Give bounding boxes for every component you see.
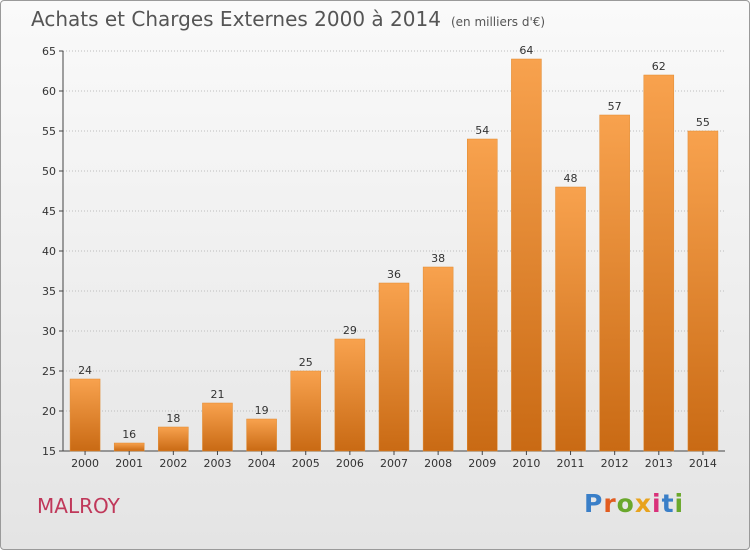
bar	[113, 442, 145, 452]
logo-letter: i	[652, 489, 662, 518]
x-tick-label: 2004	[248, 457, 276, 470]
y-tick-label: 25	[42, 365, 56, 378]
y-tick-label: 20	[42, 405, 56, 418]
x-tick-label: 2014	[689, 457, 717, 470]
bar-value-label: 62	[652, 60, 666, 73]
x-tick-label: 2003	[203, 457, 231, 470]
y-tick-label: 40	[42, 245, 56, 258]
y-tick-label: 30	[42, 325, 56, 338]
x-tick-label: 2000	[71, 457, 99, 470]
x-tick-label: 2013	[645, 457, 673, 470]
x-tick-label: 2001	[115, 457, 143, 470]
bar-value-label: 64	[519, 44, 533, 57]
chart-unit-label: (en milliers d'€)	[450, 15, 546, 29]
x-tick-label: 2005	[292, 457, 320, 470]
bar-value-label: 55	[696, 116, 710, 129]
logo-letter: t	[661, 489, 675, 518]
logo-letter: o	[616, 489, 635, 518]
x-tick-label: 2009	[468, 457, 496, 470]
y-tick-label: 35	[42, 285, 56, 298]
logo-letter: i	[674, 489, 685, 518]
bar-value-label: 25	[299, 356, 313, 369]
bar-value-label: 48	[564, 172, 578, 185]
x-tick-label: 2006	[336, 457, 364, 470]
logo-letter: r	[603, 489, 617, 518]
bar	[69, 378, 101, 452]
chart-title-text: Achats et Charges Externes 2000 à 2014	[31, 7, 441, 31]
bar-value-label: 57	[608, 100, 622, 113]
proxiti-logo[interactable]: Proxiti	[584, 489, 684, 518]
bar-value-label: 24	[78, 364, 92, 377]
bar-value-label: 54	[475, 124, 489, 137]
y-tick-label: 45	[42, 205, 56, 218]
bar-value-label: 21	[210, 388, 224, 401]
bar	[511, 58, 542, 452]
bar-value-label: 29	[343, 324, 357, 337]
bar-value-label: 16	[122, 428, 136, 441]
x-tick-label: 2010	[512, 457, 540, 470]
x-tick-label: 2002	[159, 457, 187, 470]
bar	[422, 266, 454, 452]
bar	[555, 186, 586, 452]
y-tick-label: 50	[42, 165, 56, 178]
bar	[687, 130, 719, 452]
x-tick-label: 2012	[601, 457, 629, 470]
bar	[290, 370, 321, 452]
bar	[599, 114, 630, 452]
bar	[202, 402, 233, 452]
bar	[378, 282, 410, 452]
bar-value-label: 38	[431, 252, 445, 265]
y-tick-label: 15	[42, 445, 56, 458]
y-tick-label: 65	[42, 45, 56, 58]
bar	[467, 138, 498, 452]
bar	[246, 418, 277, 452]
x-tick-label: 2007	[380, 457, 408, 470]
logo-letter: P	[584, 489, 604, 518]
bar	[643, 74, 675, 452]
logo-letter: x	[634, 489, 652, 518]
y-tick-label: 55	[42, 125, 56, 138]
x-tick-label: 2008	[424, 457, 452, 470]
bar-value-label: 36	[387, 268, 401, 281]
x-tick-label: 2011	[557, 457, 585, 470]
bar	[158, 426, 189, 452]
bar-value-label: 18	[166, 412, 180, 425]
commune-name: MALROY	[37, 494, 120, 518]
chart-title: Achats et Charges Externes 2000 à 2014 (e…	[31, 7, 545, 31]
bar-value-label: 19	[255, 404, 269, 417]
bar	[334, 338, 366, 452]
y-tick-label: 60	[42, 85, 56, 98]
